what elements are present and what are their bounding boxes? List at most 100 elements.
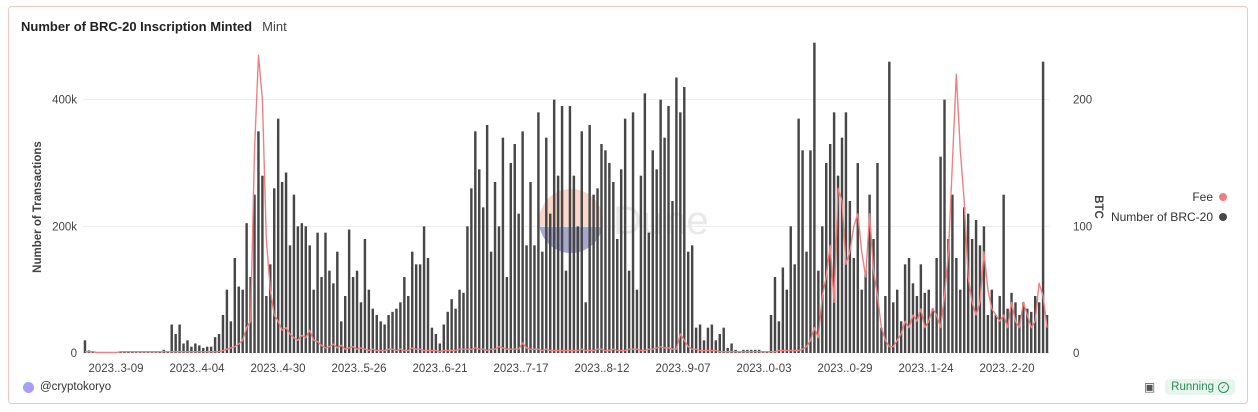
bar-mint-count[interactable] bbox=[391, 311, 394, 353]
bar-mint-count[interactable] bbox=[261, 175, 264, 353]
bar-mint-count[interactable] bbox=[825, 163, 828, 353]
bar-mint-count[interactable] bbox=[1006, 308, 1009, 353]
bar-mint-count[interactable] bbox=[198, 345, 201, 353]
bar-mint-count[interactable] bbox=[284, 172, 288, 354]
bar-mint-count[interactable] bbox=[1014, 302, 1017, 353]
bar-mint-count[interactable] bbox=[280, 182, 284, 353]
bar-mint-count[interactable] bbox=[135, 352, 138, 353]
bar-mint-count[interactable] bbox=[698, 324, 702, 354]
bar-mint-count[interactable] bbox=[273, 188, 276, 353]
bar-mint-count[interactable] bbox=[552, 99, 556, 354]
bar-mint-count[interactable] bbox=[675, 77, 678, 354]
bar-mint-count[interactable] bbox=[363, 239, 367, 353]
bar-mint-count[interactable] bbox=[627, 270, 631, 353]
bar-mint-count[interactable] bbox=[1018, 315, 1021, 353]
bar-mint-count[interactable] bbox=[174, 334, 177, 353]
bar-mint-count[interactable] bbox=[694, 327, 698, 353]
bar-mint-count[interactable] bbox=[994, 315, 997, 353]
bar-mint-count[interactable] bbox=[83, 340, 87, 353]
bar-mint-count[interactable] bbox=[316, 232, 319, 353]
bar-mint-count[interactable] bbox=[549, 213, 552, 353]
bar-mint-count[interactable] bbox=[623, 118, 627, 354]
bar-mint-count[interactable] bbox=[525, 245, 528, 353]
bar-mint-count[interactable] bbox=[888, 61, 891, 354]
bar-mint-count[interactable] bbox=[351, 277, 355, 353]
bar-mint-count[interactable] bbox=[596, 188, 599, 353]
bar-mint-count[interactable] bbox=[426, 258, 430, 353]
bar-mint-count[interactable] bbox=[785, 289, 789, 353]
bar-mint-count[interactable] bbox=[320, 277, 323, 353]
bar-mint-count[interactable] bbox=[671, 201, 674, 353]
bar-mint-count[interactable] bbox=[505, 277, 509, 353]
bar-mint-count[interactable] bbox=[150, 352, 154, 353]
bar-mint-count[interactable] bbox=[300, 223, 304, 353]
bar-mint-count[interactable] bbox=[1033, 296, 1037, 353]
bar-mint-count[interactable] bbox=[241, 289, 244, 353]
bar-mint-count[interactable] bbox=[963, 207, 966, 353]
bar-mint-count[interactable] bbox=[679, 112, 682, 353]
bar-mint-count[interactable] bbox=[730, 343, 733, 354]
bar-mint-count[interactable] bbox=[840, 137, 844, 353]
bar-mint-count[interactable] bbox=[395, 308, 398, 353]
bar-mint-count[interactable] bbox=[217, 334, 221, 353]
bar-mint-count[interactable] bbox=[612, 182, 615, 353]
bar-mint-count[interactable] bbox=[146, 352, 150, 353]
bar-mint-count[interactable] bbox=[892, 302, 895, 353]
bar-mint-count[interactable] bbox=[178, 324, 181, 354]
bar-mint-count[interactable] bbox=[466, 226, 469, 353]
bar-mint-count[interactable] bbox=[608, 163, 611, 353]
bar-mint-count[interactable] bbox=[221, 315, 225, 353]
bar-mint-count[interactable] bbox=[584, 302, 587, 353]
bar-mint-count[interactable] bbox=[253, 194, 256, 353]
bar-mint-count[interactable] bbox=[651, 150, 654, 353]
bar-mint-count[interactable] bbox=[789, 226, 792, 353]
bar-mint-count[interactable] bbox=[817, 270, 820, 353]
bar-mint-count[interactable] bbox=[545, 137, 548, 353]
bar-mint-count[interactable] bbox=[777, 321, 781, 353]
bar-mint-count[interactable] bbox=[647, 232, 651, 353]
bar-mint-count[interactable] bbox=[489, 251, 493, 353]
bar-mint-count[interactable] bbox=[639, 175, 643, 353]
camera-icon[interactable]: ▣ bbox=[1143, 380, 1156, 394]
bar-mint-count[interactable] bbox=[868, 194, 871, 353]
bar-mint-count[interactable] bbox=[194, 343, 197, 354]
bar-mint-count[interactable] bbox=[430, 327, 434, 353]
bar-mint-count[interactable] bbox=[186, 340, 189, 353]
bar-mint-count[interactable] bbox=[138, 352, 142, 353]
bar-mint-count[interactable] bbox=[659, 99, 662, 354]
bar-mint-count[interactable] bbox=[935, 258, 938, 353]
bar-mint-count[interactable] bbox=[911, 283, 915, 353]
bar-mint-count[interactable] bbox=[687, 251, 690, 353]
bar-mint-count[interactable] bbox=[328, 270, 331, 353]
bar-mint-count[interactable] bbox=[690, 245, 694, 353]
bar-mint-count[interactable] bbox=[876, 163, 879, 353]
bar-mint-count[interactable] bbox=[1030, 311, 1033, 353]
bar-mint-count[interactable] bbox=[359, 302, 363, 353]
bar-mint-count[interactable] bbox=[990, 289, 994, 353]
bar-mint-count[interactable] bbox=[856, 163, 859, 353]
bar-mint-count[interactable] bbox=[576, 226, 580, 353]
bar-mint-count[interactable] bbox=[312, 289, 315, 353]
bar-mint-count[interactable] bbox=[276, 118, 280, 354]
bar-mint-count[interactable] bbox=[237, 286, 240, 354]
bar-mint-count[interactable] bbox=[225, 289, 229, 353]
bar-mint-count[interactable] bbox=[123, 352, 126, 353]
bar-mint-count[interactable] bbox=[718, 334, 721, 353]
bar-mint-count[interactable] bbox=[304, 226, 307, 353]
bar-mint-count[interactable] bbox=[813, 42, 816, 354]
bar-mint-count[interactable] bbox=[864, 270, 867, 353]
author-credit[interactable]: @cryptokoryo bbox=[23, 381, 111, 393]
bar-mint-count[interactable] bbox=[446, 311, 449, 353]
bar-mint-count[interactable] bbox=[470, 188, 473, 353]
bar-mint-count[interactable] bbox=[801, 150, 804, 353]
bar-mint-count[interactable] bbox=[336, 251, 339, 353]
bar-mint-count[interactable] bbox=[292, 194, 296, 353]
bar-mint-count[interactable] bbox=[616, 239, 619, 353]
bar-mint-count[interactable] bbox=[726, 347, 729, 353]
bar-mint-count[interactable] bbox=[880, 327, 883, 353]
bar-mint-count[interactable] bbox=[202, 347, 205, 353]
bar-mint-count[interactable] bbox=[296, 226, 300, 353]
bar-mint-count[interactable] bbox=[205, 346, 209, 353]
bar-mint-count[interactable] bbox=[142, 352, 146, 353]
bar-mint-count[interactable] bbox=[407, 296, 410, 353]
